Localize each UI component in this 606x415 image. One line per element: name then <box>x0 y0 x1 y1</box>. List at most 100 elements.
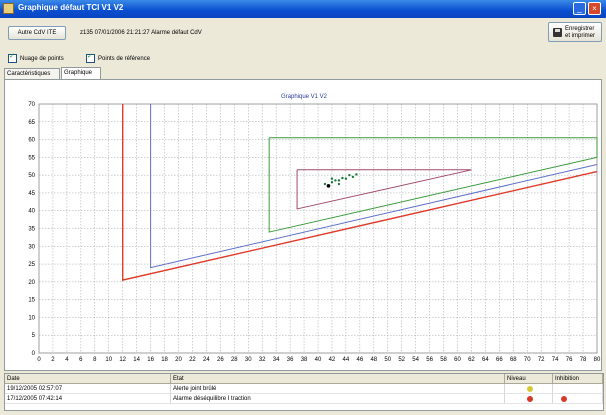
column-header-etat[interactable]: Etat <box>171 374 505 384</box>
series-line <box>296 169 472 210</box>
x-tick-label: 22 <box>189 357 196 363</box>
x-tick-label: 28 <box>231 357 238 363</box>
x-tick-label: 58 <box>440 357 447 363</box>
x-tick-label: 16 <box>147 357 154 363</box>
x-tick-label: 44 <box>343 357 350 363</box>
y-tick-label: 40 <box>28 209 35 215</box>
table-row-date[interactable]: 17/12/2005 07:42:14 <box>5 394 171 404</box>
x-tick-label: 26 <box>217 357 224 363</box>
column-header-date[interactable]: Date <box>5 374 171 384</box>
y-tick-label: 55 <box>28 155 35 161</box>
x-tick-label: 4 <box>65 357 69 363</box>
x-tick-label: 62 <box>468 357 475 363</box>
x-tick-label: 24 <box>203 357 210 363</box>
x-tick-label: 72 <box>538 357 545 363</box>
window-title: Graphique défaut TCI V1 V2 <box>18 3 124 12</box>
tab-graphique[interactable]: Graphique <box>61 67 101 79</box>
x-tick-label: 70 <box>524 357 531 363</box>
y-tick-label: 0 <box>32 351 36 357</box>
x-tick-label: 34 <box>273 357 280 363</box>
table-row-inhibition[interactable] <box>553 384 603 394</box>
series-line <box>150 104 598 269</box>
app-icon <box>3 3 14 14</box>
x-tick-label: 46 <box>357 357 364 363</box>
x-tick-label: 14 <box>133 357 140 363</box>
status-dot-icon <box>527 386 533 392</box>
x-tick-label: 42 <box>329 357 336 363</box>
floppy-disk-icon <box>553 28 562 37</box>
autre-cdv-button[interactable]: Autre CdV ITE <box>8 26 66 40</box>
x-tick-label: 52 <box>398 357 405 363</box>
chart-panel: Graphique V1 V2 0 2 4 6 8 10 12 14 16 18 20 22 24 26 2… <box>4 79 602 371</box>
x-tick-label: 80 <box>594 357 601 363</box>
x-tick-label: 2 <box>51 357 55 363</box>
y-tick-label: 50 <box>28 173 35 179</box>
table-row-inhibition[interactable] <box>553 394 603 404</box>
scatter-point <box>337 182 341 186</box>
y-tick-label: 30 <box>28 244 35 250</box>
x-tick-label: 38 <box>301 357 308 363</box>
alarm-text: z135 07/01/2006 21:21:27 Alarme défaut C… <box>80 30 202 36</box>
minimize-button[interactable]: _ <box>573 2 586 15</box>
x-tick-label: 64 <box>482 357 489 363</box>
y-tick-label: 45 <box>28 191 35 197</box>
x-tick-label: 66 <box>496 357 503 363</box>
table-row-niveau[interactable] <box>505 384 553 394</box>
x-tick-label: 76 <box>566 357 573 363</box>
column-header-niveau[interactable]: Niveau <box>505 374 553 384</box>
status-dot-icon <box>561 396 567 402</box>
checkbox-nuage-de-points[interactable]: Nuage de points <box>8 52 64 63</box>
y-tick-label: 5 <box>32 333 36 339</box>
x-tick-label: 74 <box>552 357 559 363</box>
table-row-date[interactable]: 19/12/2005 02:57:07 <box>5 384 171 394</box>
x-tick-label: 40 <box>315 357 322 363</box>
table-row-niveau[interactable] <box>505 394 553 404</box>
scatter-point <box>351 175 355 179</box>
x-tick-label: 78 <box>580 357 587 363</box>
checkbox-check-icon[interactable] <box>8 52 17 63</box>
x-tick-label: 30 <box>245 357 252 363</box>
scatter-point <box>330 181 334 184</box>
scatter-point <box>341 176 344 180</box>
scatter-point <box>323 182 327 186</box>
scatter-point <box>337 179 341 182</box>
x-tick-label: 18 <box>161 357 168 363</box>
reference-point <box>326 184 331 188</box>
status-dot-icon <box>527 396 533 402</box>
x-tick-label: 32 <box>259 357 266 363</box>
y-tick-label: 65 <box>28 120 35 126</box>
y-tick-label: 70 <box>28 102 35 108</box>
y-tick-label: 10 <box>28 315 35 321</box>
checkbox-check-icon[interactable] <box>86 52 95 63</box>
scatter-point <box>344 177 348 180</box>
save-print-label: Enregistrer et imprimer <box>565 26 596 39</box>
y-tick-label: 20 <box>28 280 35 286</box>
title-bar: Graphique défaut TCI V1 V2 _ × <box>0 0 606 18</box>
chart: 0 2 4 6 8 10 12 14 16 18 20 22 24 26 28 30 32 34 36 38 40 42 4… <box>28 102 601 363</box>
y-tick-label: 15 <box>28 298 35 304</box>
x-tick-label: 6 <box>79 357 83 363</box>
y-tick-label: 60 <box>28 138 35 144</box>
column-header-inhibition[interactable]: Inhibition <box>553 374 603 384</box>
table-row-etat[interactable]: Alerte joint brûlé <box>171 384 505 394</box>
x-tick-label: 12 <box>119 357 126 363</box>
x-tick-label: 60 <box>454 357 461 363</box>
x-tick-label: 8 <box>93 357 97 363</box>
series-line <box>268 137 598 233</box>
scatter-point <box>334 179 337 182</box>
series-line <box>121 104 598 281</box>
y-tick-label: 35 <box>28 227 35 233</box>
y-tick-label: 25 <box>28 262 35 268</box>
save-print-button[interactable]: Enregistrer et imprimer <box>548 22 602 42</box>
tab-caracteristiques[interactable]: Caractéristiques <box>4 68 60 79</box>
close-button[interactable]: × <box>588 2 601 15</box>
table-row-etat[interactable]: Alarme déséquilibre I traction <box>171 394 505 404</box>
scatter-point <box>330 177 334 180</box>
x-tick-label: 50 <box>384 357 391 363</box>
x-tick-label: 56 <box>426 357 433 363</box>
events-table: Date Etat Niveau Inhibition 19/12/2005 0… <box>4 373 604 411</box>
checkbox-points-de-reference[interactable]: Points de référence <box>86 52 150 63</box>
x-tick-label: 10 <box>105 357 112 363</box>
scatter-point <box>355 173 358 176</box>
scatter-point <box>348 173 351 177</box>
